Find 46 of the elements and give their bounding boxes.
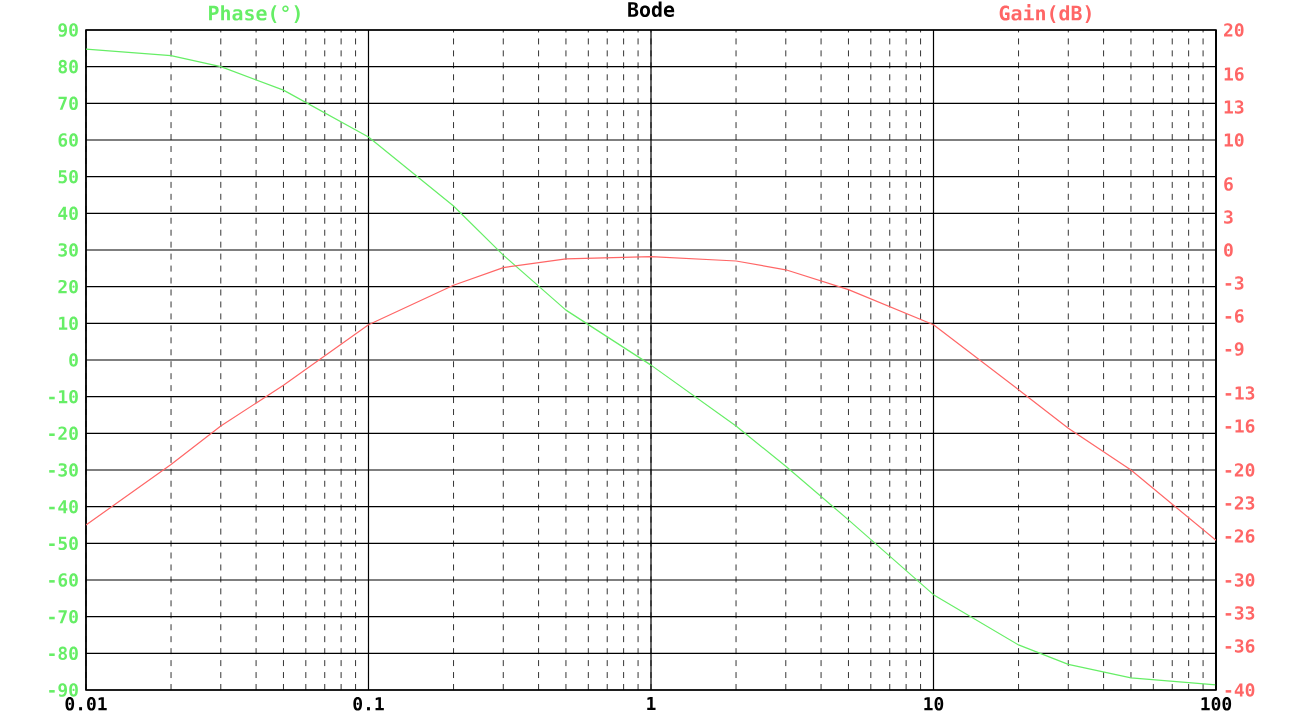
y2-tick-label: 6	[1224, 177, 1233, 191]
y-axis-title: Phase(°)	[209, 5, 300, 23]
y-tick-label: -80	[49, 646, 78, 661]
y-tick-label: -40	[49, 499, 78, 514]
y2-tick-label: -33	[1225, 606, 1255, 620]
x-tick-label: 0.01	[65, 697, 107, 711]
y-tick-label: -90	[49, 683, 78, 697]
y-tick-label: 30	[58, 243, 78, 257]
x-tick-label: 10	[924, 697, 944, 711]
y-tick-label: -20	[49, 426, 78, 441]
y2-tick-label: 13	[1224, 100, 1244, 114]
y2-axis-title: Gain(dB)	[999, 4, 1091, 23]
y-tick-label: 60	[58, 133, 78, 147]
y2-tick-label: -23	[1225, 496, 1255, 510]
y-tick-label: 70	[58, 96, 78, 111]
y2-tick-label: -26	[1225, 529, 1255, 543]
y-tick-label: -50	[49, 536, 78, 551]
y2-tick-label: 20	[1224, 23, 1244, 37]
y2-tick-label: -16	[1225, 419, 1255, 433]
chart-title: Bode	[628, 1, 675, 17]
y2-tick-label: -9	[1225, 342, 1244, 356]
y2-tick-label: 3	[1224, 210, 1233, 224]
y-tick-label: -30	[49, 463, 78, 477]
y-tick-label: 90	[58, 23, 78, 37]
x-tick-label: 0.1	[353, 697, 384, 711]
y2-tick-label: -13	[1225, 386, 1255, 400]
y-tick-label: -60	[49, 573, 78, 587]
y2-tick-label: 10	[1224, 133, 1244, 147]
y2-tick-label: -36	[1225, 639, 1255, 653]
y-tick-label: -70	[49, 609, 78, 624]
x-tick-label: 100	[1201, 697, 1232, 711]
y2-tick-label: -30	[1225, 573, 1255, 587]
y-tick-label: 50	[58, 169, 78, 184]
y-tick-label: 0	[69, 353, 78, 367]
y2-tick-label: -3	[1225, 276, 1244, 290]
y2-tick-label: 16	[1224, 67, 1244, 81]
y-tick-label: 10	[59, 316, 78, 331]
y-tick-label: 80	[58, 59, 78, 74]
y2-tick-label: -20	[1225, 463, 1255, 477]
y-tick-label: 20	[58, 279, 78, 294]
y-tick-label: 40	[58, 206, 78, 221]
y2-tick-label: 0	[1224, 243, 1233, 257]
y2-tick-label: -40	[1225, 683, 1255, 697]
y-tick-label: -10	[49, 389, 78, 404]
y2-tick-label: -6	[1225, 309, 1244, 323]
x-tick-label: 1	[647, 697, 656, 711]
